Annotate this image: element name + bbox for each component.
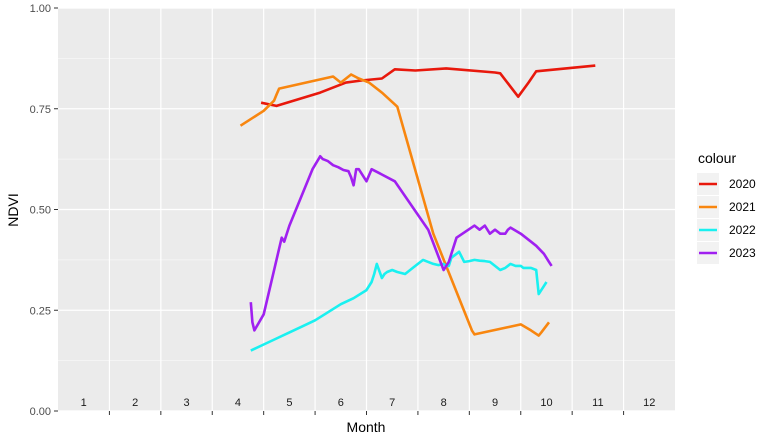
- series-line-2020: [260, 64, 596, 108]
- y-tick-label: 0.00: [30, 406, 51, 418]
- legend-label: 2022: [729, 223, 756, 237]
- x-tick-label: 12: [643, 397, 655, 409]
- legend-label: 2020: [729, 177, 756, 191]
- legend-label: 2021: [729, 200, 756, 214]
- axis-layer: 0.000.250.500.751.001 2 3 4 5 6 7 8 9 10 11 12: [30, 3, 656, 418]
- x-tick-label: 1: [81, 397, 87, 409]
- y-axis-title: NDVI: [5, 193, 21, 226]
- grid-layer: [58, 7, 675, 412]
- y-tick-label: 0.25: [30, 305, 51, 317]
- legend: colour 2020 2021 2022 2023: [697, 150, 756, 264]
- y-tick-label: 0.75: [30, 104, 51, 116]
- x-tick-label: 4: [235, 397, 241, 409]
- legend-label: 2023: [729, 246, 756, 260]
- series-line-2023: [249, 155, 553, 332]
- x-tick-label: 3: [183, 397, 189, 409]
- series-layer: [239, 64, 596, 352]
- x-tick-label: 10: [540, 397, 552, 409]
- x-tick-label: 5: [286, 397, 292, 409]
- x-tick-label: 9: [492, 397, 498, 409]
- x-tick-label: 6: [338, 397, 344, 409]
- series-line-2021: [239, 73, 551, 337]
- legend-keys: 2020 2021 2022 2023: [697, 173, 756, 264]
- y-tick-label: 0.50: [30, 205, 51, 217]
- x-tick-label: 7: [389, 397, 395, 409]
- x-axis-title: Month: [347, 419, 386, 435]
- x-tick-label: 11: [592, 397, 603, 409]
- legend-title: colour: [698, 150, 736, 166]
- y-tick-label: 1.00: [30, 3, 51, 15]
- x-tick-label: 8: [441, 397, 447, 409]
- series-line-2022: [250, 250, 548, 352]
- x-tick-label: 2: [132, 397, 138, 409]
